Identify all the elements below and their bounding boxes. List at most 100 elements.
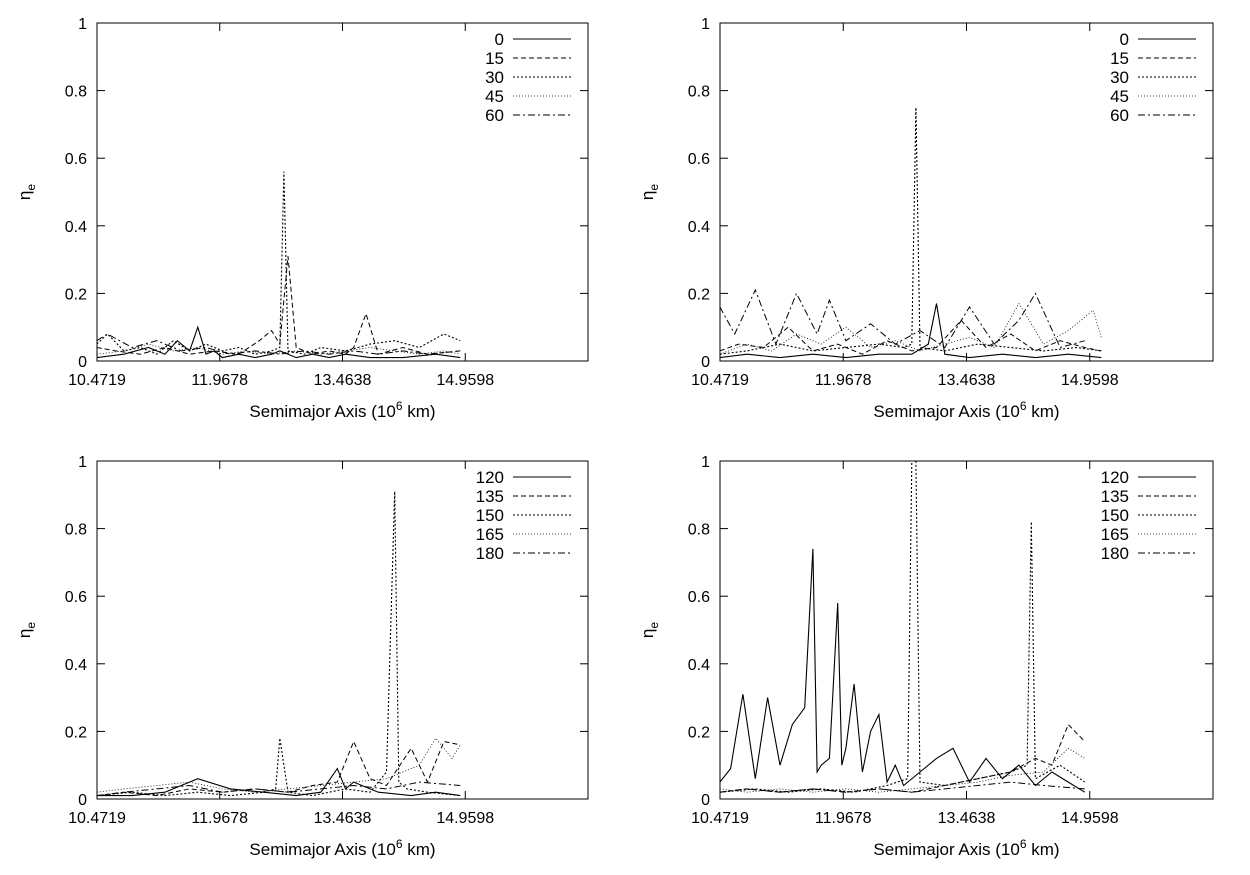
y-tick-label: 0.8	[688, 522, 710, 539]
x-tick-label: 11.9678	[815, 810, 872, 827]
x-tick-label: 13.4638	[938, 810, 996, 827]
legend-label: 150	[476, 506, 504, 525]
legend-label: 60	[485, 106, 504, 125]
y-tick-label: 1	[78, 16, 87, 33]
legend-label: 165	[476, 525, 504, 544]
y-tick-label: 0.4	[65, 219, 87, 236]
x-axis-label-main: Semimajor Axis (10	[873, 402, 1019, 421]
x-tick-label: 10.4719	[691, 372, 749, 389]
series-line-180	[720, 781, 1085, 793]
y-axis-label-subscript: e	[24, 622, 38, 629]
series-line-30	[97, 171, 461, 355]
y-axis-label: ηe	[15, 622, 38, 638]
x-axis-label: Semimajor Axis (106 km)	[873, 399, 1059, 421]
chart-panel-4: 0 0.2 0.4 0.6 0.8 1 10.4719 11.9678 13.4638 14.95…	[638, 454, 1214, 859]
x-axis-label-exponent: 6	[396, 399, 403, 413]
plot-frame	[719, 460, 1214, 800]
y-tick-label: 0.6	[65, 589, 87, 606]
legend-label: 135	[476, 487, 504, 506]
x-axis-label-tail: km)	[403, 840, 436, 859]
y-axis-label: ηe	[638, 184, 661, 200]
x-axis-label: Semimajor Axis (106 km)	[249, 399, 435, 421]
y-axis-label-subscript: e	[647, 184, 661, 191]
x-tick-label: 13.4638	[314, 810, 372, 827]
legend-label: 165	[1101, 525, 1129, 544]
legend-label: 45	[485, 87, 504, 106]
plot-frame	[96, 460, 589, 800]
legend-label: 30	[1110, 68, 1129, 87]
series-line-0	[720, 303, 1102, 359]
legend-label: 180	[476, 544, 504, 563]
y-tick-label: 0.2	[688, 724, 710, 741]
y-tick-label: 0.2	[65, 724, 87, 741]
series-line-15	[720, 319, 1102, 355]
legend-label: 150	[1101, 506, 1129, 525]
x-tick-label: 14.9598	[436, 810, 494, 827]
legend-label: 45	[1110, 87, 1129, 106]
x-axis-label: Semimajor Axis (106 km)	[873, 837, 1059, 859]
legend-label: 30	[485, 68, 504, 87]
y-tick-label: 0.6	[65, 151, 87, 168]
series-line-165	[720, 747, 1086, 793]
series-line-150	[720, 461, 1086, 793]
series-line-30	[720, 107, 1102, 355]
series-line-120	[720, 548, 1086, 793]
y-axis-label-main: η	[638, 629, 657, 638]
x-tick-label: 13.4638	[314, 372, 372, 389]
plot-frame	[96, 22, 589, 362]
series-group	[97, 491, 461, 797]
plot-frame	[719, 22, 1214, 362]
series-line-60	[720, 288, 1085, 349]
legend-label: 120	[476, 468, 504, 487]
x-axis-label-exponent: 6	[1020, 837, 1027, 851]
y-tick-label: 1	[701, 16, 710, 33]
y-tick-label: 0	[701, 354, 710, 371]
y-tick-label: 0.4	[688, 657, 710, 674]
series-line-45	[720, 302, 1102, 355]
y-axis-label-subscript: e	[24, 184, 38, 191]
x-axis-label-tail: km)	[1027, 840, 1060, 859]
x-tick-label: 10.4719	[68, 810, 126, 827]
legend-label: 0	[1120, 30, 1129, 49]
x-tick-label: 14.9598	[1061, 810, 1119, 827]
series-line-45	[97, 343, 461, 355]
legend-label: 180	[1101, 544, 1129, 563]
y-tick-label: 0.2	[65, 286, 87, 303]
chart-panel-3: 0 0.2 0.4 0.6 0.8 1 10.4719 11.9678 13.4638 14.95…	[15, 454, 589, 859]
y-tick-label: 0.6	[688, 589, 710, 606]
y-tick-label: 1	[78, 454, 87, 471]
x-axis-label-main: Semimajor Axis (10	[249, 840, 395, 859]
chart-panel-1: 0 0.2 0.4 0.6 0.8 1 10.4719 11.9678 13.4638 14.95…	[15, 16, 589, 421]
legend-label: 60	[1110, 106, 1129, 125]
y-tick-label: 0.2	[688, 286, 710, 303]
legend-label: 0	[495, 30, 504, 49]
x-tick-label: 14.9598	[1061, 372, 1119, 389]
x-tick-label: 11.9678	[815, 372, 872, 389]
x-axis-label-tail: km)	[403, 402, 436, 421]
y-axis-label-subscript: e	[647, 622, 661, 629]
x-axis-label-tail: km)	[1027, 402, 1060, 421]
y-axis-label-main: η	[15, 191, 34, 200]
x-axis-label-main: Semimajor Axis (10	[249, 402, 395, 421]
y-tick-label: 0.8	[65, 522, 87, 539]
series-line-0	[97, 325, 461, 359]
legend-label: 135	[1101, 487, 1129, 506]
legend-label: 15	[1110, 49, 1129, 68]
x-tick-label: 14.9598	[436, 372, 494, 389]
y-tick-label: 0.4	[65, 657, 87, 674]
y-tick-label: 0.6	[688, 151, 710, 168]
y-tick-label: 0.4	[688, 219, 710, 236]
series-line-135	[97, 740, 461, 797]
y-tick-label: 1	[701, 454, 710, 471]
x-tick-label: 10.4719	[68, 372, 126, 389]
legend-label: 15	[485, 49, 504, 68]
x-tick-label: 10.4719	[691, 810, 749, 827]
y-axis-label-main: η	[15, 629, 34, 638]
x-tick-label: 11.9678	[191, 372, 248, 389]
x-axis-label-exponent: 6	[396, 837, 403, 851]
